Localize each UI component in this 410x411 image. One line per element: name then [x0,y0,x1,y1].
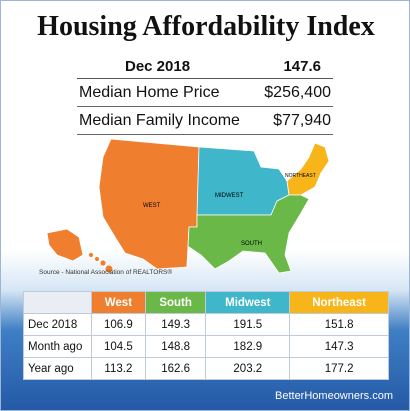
map-label-south: SOUTH [241,241,262,247]
table-cell: 113.2 [91,357,146,380]
column-header-northeast: Northeast [289,291,389,314]
summary-header-row: Dec 2018 147.6 [77,55,333,79]
table-cell: 147.3 [289,335,389,358]
table-cell: 148.8 [144,335,207,358]
table-cell: 191.5 [205,313,291,336]
summary-value: $256,400 [264,83,331,101]
map-label-northeast: NORTHEAST [285,173,316,179]
row-label: Dec 2018 [23,313,92,336]
table-cell: 177.2 [289,357,389,380]
page-title: Housing Affordability Index [37,11,375,42]
table-cell: 106.9 [91,313,146,336]
table-header-row: West South Midwest Northeast [23,291,389,314]
table-cell: 151.8 [289,313,389,336]
summary-label: Median Home Price [79,83,220,101]
table-cell: 162.6 [144,357,207,380]
summary-block: Dec 2018 147.6 Median Home Price $256,40… [77,55,333,135]
column-header-west: West [91,291,146,314]
table-cell: 149.3 [144,313,207,336]
map-region-south [186,194,310,274]
table-cell: 182.9 [205,335,291,358]
summary-row-family-income: Median Family Income $77,940 [77,107,333,135]
footer-link[interactable]: BetterHomeowners.com [275,390,393,402]
table-cell: 203.2 [205,357,291,380]
table-row: Year ago 113.2 162.6 203.2 177.2 [23,357,389,380]
source-note: Source - National Association of REALTOR… [39,269,173,276]
regional-index-table: West South Midwest Northeast Dec 2018 10… [23,291,389,380]
column-header-south: South [144,291,207,314]
table-corner-cell [23,291,92,314]
map-region-alaska [46,228,84,262]
map-region-northeast [286,142,330,196]
map-label-west: WEST [143,203,161,209]
table-row: Dec 2018 106.9 149.3 191.5 151.8 [23,313,389,336]
table-row: Month ago 104.5 148.8 182.9 147.3 [23,335,389,358]
table-cell: 104.5 [91,335,146,358]
summary-period: Dec 2018 [125,58,191,75]
summary-index: 147.6 [283,58,321,75]
row-label: Year ago [23,357,92,380]
map-label-midwest: MIDWEST [215,193,244,199]
row-label: Month ago [23,335,92,358]
summary-row-home-price: Median Home Price $256,400 [77,79,333,107]
map-region-hawaii [88,252,114,274]
summary-label: Median Family Income [79,111,240,129]
us-region-map: WEST MIDWEST NORTHEAST SOUTH [46,138,330,274]
summary-value: $77,940 [273,111,331,129]
column-header-midwest: Midwest [205,291,291,314]
